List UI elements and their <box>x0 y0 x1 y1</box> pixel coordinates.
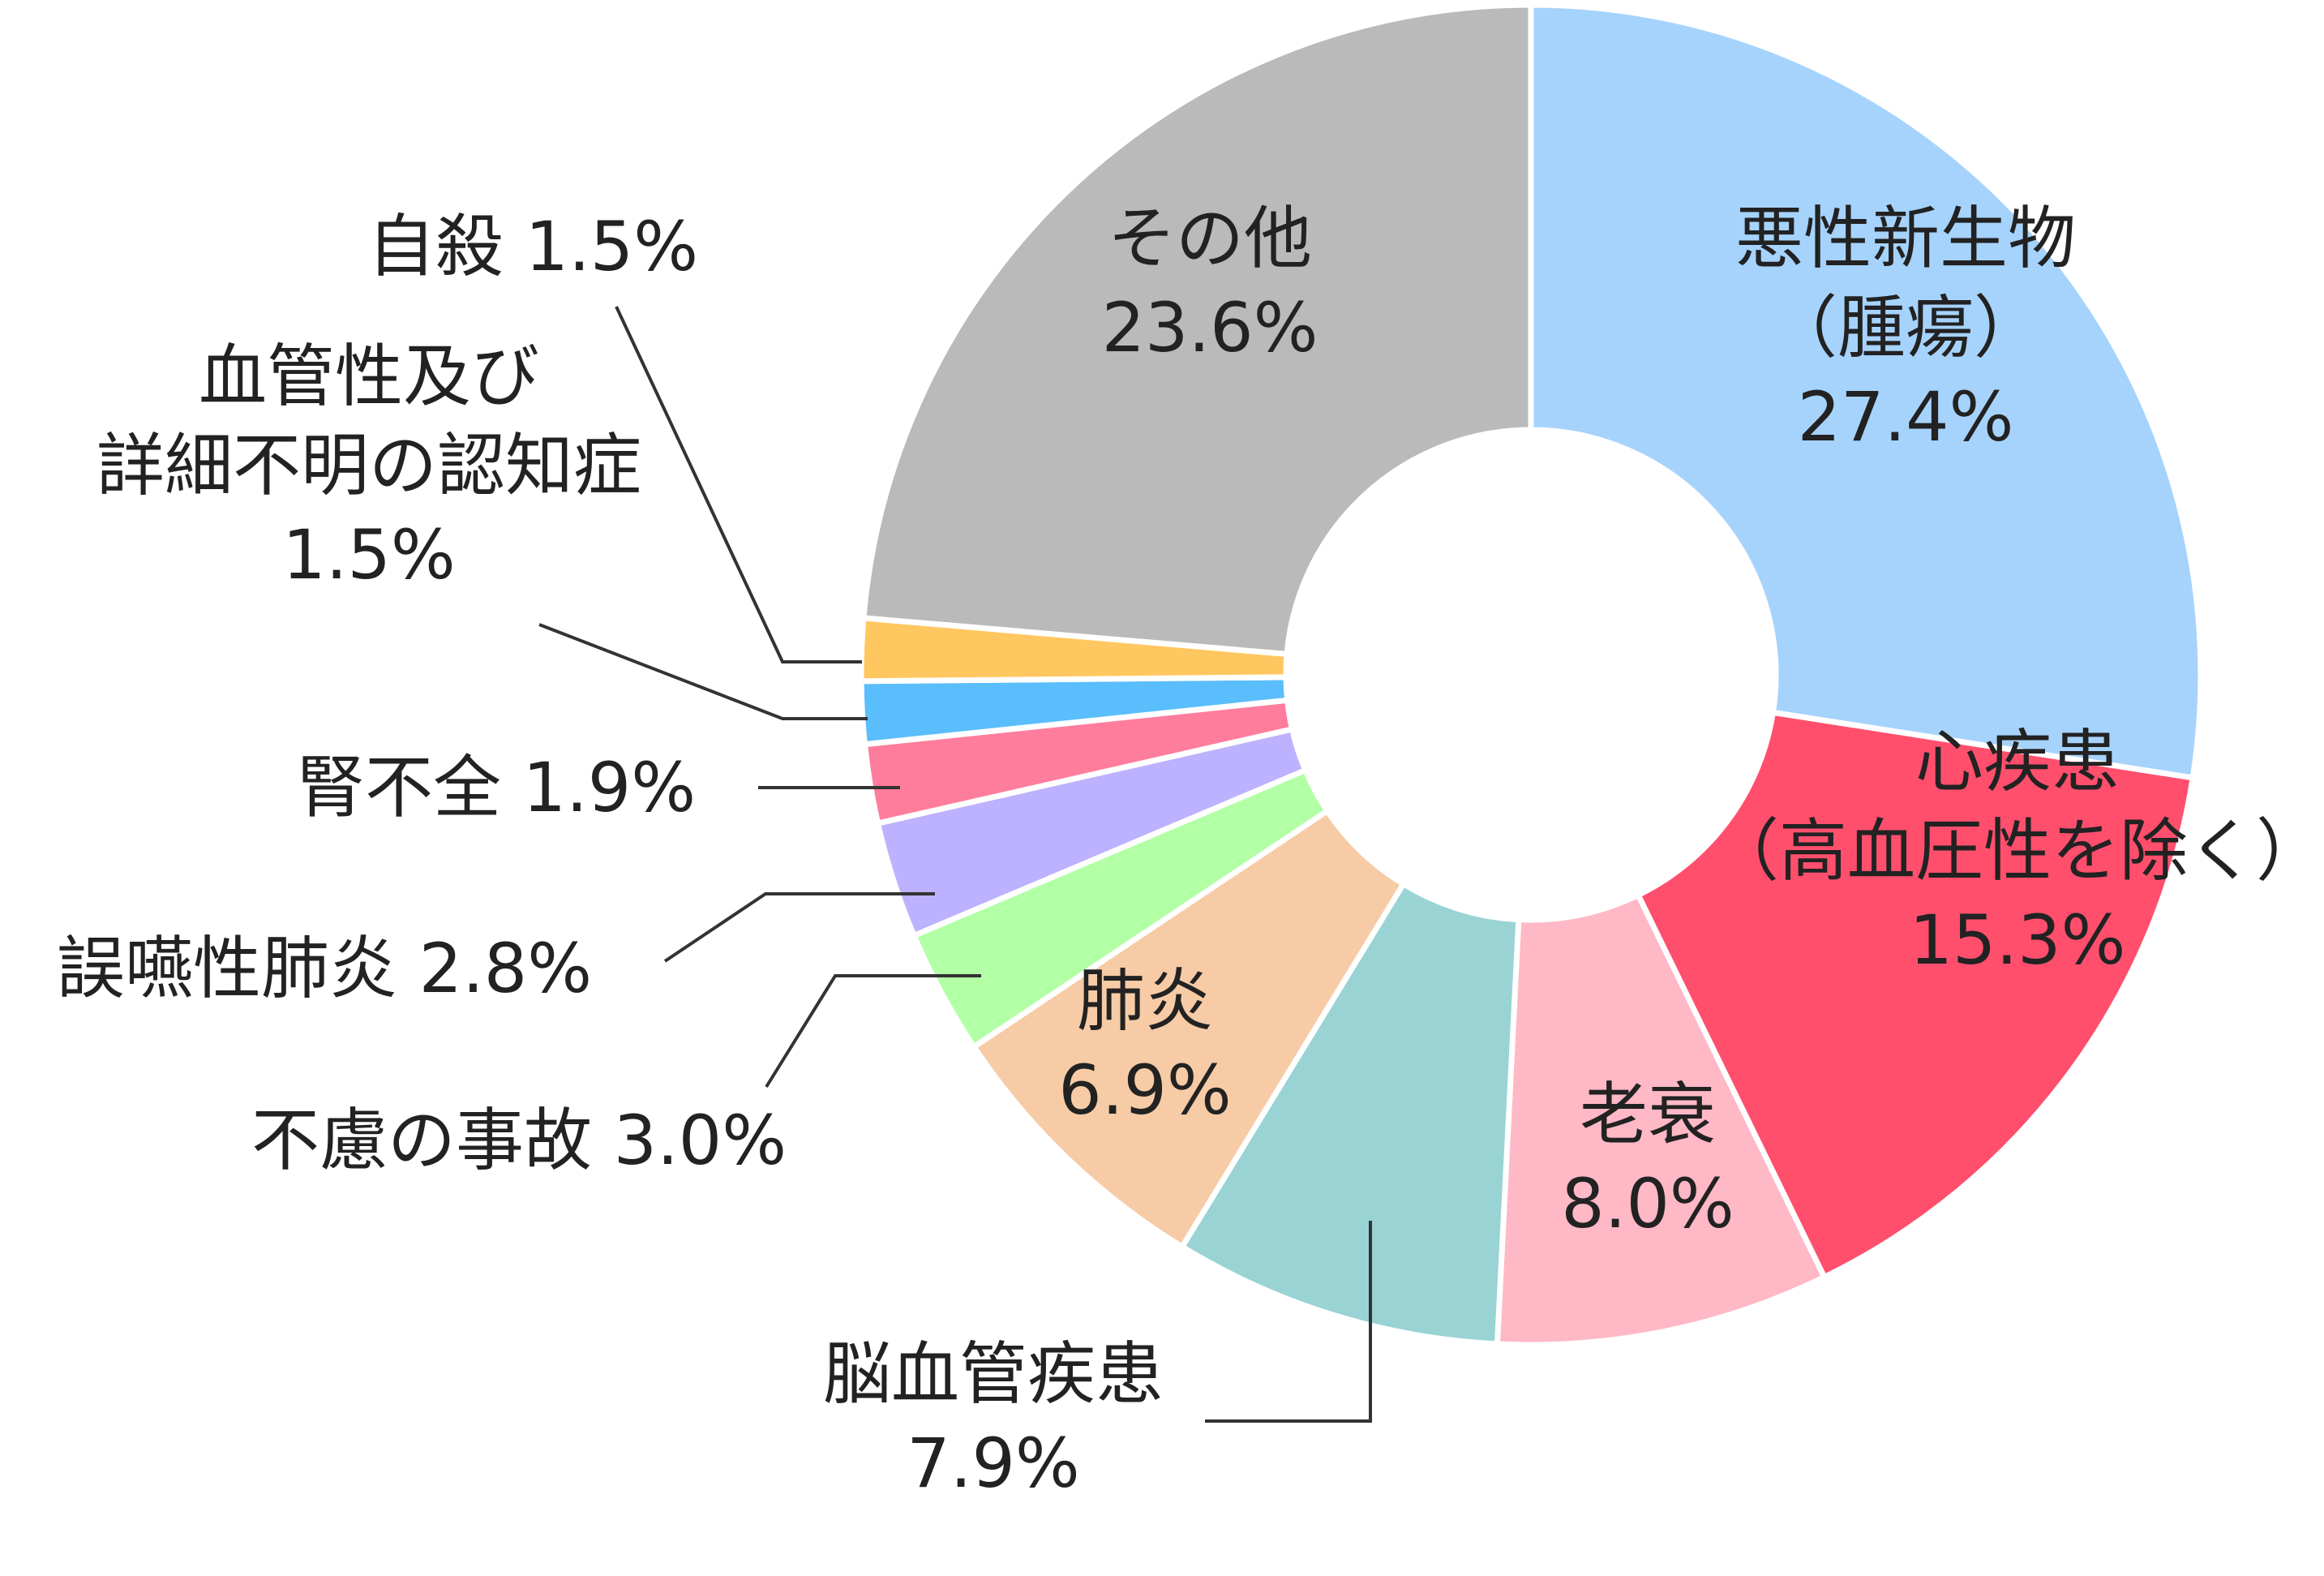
slice-7-label: 腎不全 1.9% <box>297 748 696 827</box>
slice-8-label-line: 詳細不明の認知症 <box>96 426 641 505</box>
slice-3-leader-line <box>1205 1221 1372 1423</box>
slice-4-label-line: 肺炎 <box>1077 961 1213 1041</box>
slice-6-label-line: 誤嚥性肺炎 2.8% <box>57 929 592 1008</box>
slice-10-label-line: その他 <box>1108 199 1312 278</box>
slice-10-label-line: 23.6% <box>1102 288 1319 367</box>
slice-2-label-line: 8.0% <box>1561 1164 1734 1243</box>
slice-9-label-line: 自殺 1.5% <box>367 207 698 286</box>
chart-slices <box>858 2 2204 1348</box>
slice-5-label-line: 不慮の事故 3.0% <box>251 1101 787 1180</box>
slice-8-leader-line <box>538 623 868 720</box>
slice-0-label-line: 27.4% <box>1798 377 2014 457</box>
slice-4-label-line: 6.9% <box>1058 1050 1231 1130</box>
slice-3-label-line: 脳血管疾患 <box>823 1334 1164 1414</box>
slice-3-label-line: 7.9% <box>907 1424 1079 1503</box>
slice-labels: 悪性新生物 （腫瘍） 27.4% 心疾患 （高血圧性を除く） 15.3% 老衰 8.0% 脳血管… <box>57 199 2324 1503</box>
slice-1-label-line: 心疾患 <box>1915 722 2120 801</box>
slice-2-wedge <box>1494 891 1829 1348</box>
slice-10-label: その他 23.6% <box>1102 199 1319 367</box>
slice-1-label: 心疾患 （高血圧性を除く） 15.3% <box>1711 722 2324 980</box>
slice-0-label: 悪性新生物 （腫瘍） 27.4% <box>1735 199 2076 457</box>
slice-8-label-line: 1.5% <box>282 515 455 595</box>
slice-10-wedge <box>860 2 1534 658</box>
slice-0-wedge <box>1528 2 2204 781</box>
leader-lines <box>538 306 1372 1423</box>
slice-3-label: 脳血管疾患 7.9% <box>823 1334 1164 1503</box>
slice-6-label: 誤嚥性肺炎 2.8% <box>57 929 592 1008</box>
slice-1-label-line: 15.3% <box>1910 900 2126 980</box>
slice-0-label-line: （腫瘍） <box>1769 288 2042 367</box>
slice-6-leader-line <box>663 892 935 963</box>
slice-1-label-line: （高血圧性を除く） <box>1711 811 2324 891</box>
slice-1-wedge <box>1634 709 2197 1282</box>
slice-9-leader-line <box>615 306 862 663</box>
slice-8-label: 血管性及び詳細不明の認知症 1.5% <box>96 337 641 595</box>
slice-2-label: 老衰 8.0% <box>1561 1075 1734 1243</box>
slice-5-label: 不慮の事故 3.0% <box>251 1101 787 1180</box>
slice-7-label-line: 腎不全 1.9% <box>297 748 696 827</box>
slice-4-label: 肺炎 6.9% <box>1058 961 1231 1130</box>
slice-3-wedge <box>1178 880 1522 1347</box>
slice-9-label: 自殺 1.5% <box>367 207 698 286</box>
slice-2-label-line: 老衰 <box>1580 1075 1716 1154</box>
slice-8-label-line: 血管性及び <box>199 337 539 416</box>
slice-4-wedge <box>970 806 1408 1251</box>
slice-5-leader-line <box>765 974 981 1089</box>
slice-0-label-line: 悪性新生物 <box>1735 199 2076 278</box>
